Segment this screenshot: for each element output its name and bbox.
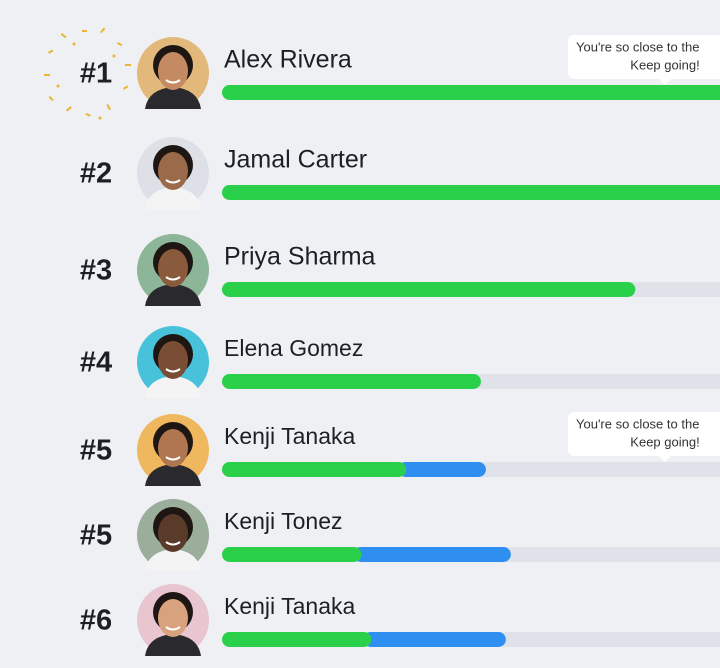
tooltip: You're so close to the Keep going! bbox=[568, 412, 720, 462]
shoulders bbox=[145, 87, 201, 109]
player-name: Kenji Tanaka bbox=[224, 423, 355, 449]
player-name: Kenji Tanaka bbox=[224, 593, 355, 619]
shoulders bbox=[145, 464, 201, 486]
progress-bar bbox=[222, 374, 481, 389]
avatar bbox=[137, 414, 209, 486]
avatar bbox=[137, 326, 209, 398]
avatar bbox=[137, 234, 209, 306]
avatar bbox=[137, 137, 209, 209]
tooltip-text: Keep going! bbox=[630, 57, 699, 72]
tooltip-text: Keep going! bbox=[630, 434, 699, 449]
tooltip-tail bbox=[658, 78, 672, 85]
shoulders bbox=[145, 634, 201, 656]
tooltip-box bbox=[568, 412, 720, 456]
avatar bbox=[137, 37, 209, 109]
shoulders bbox=[145, 549, 201, 571]
face bbox=[158, 599, 188, 637]
rank: #6 bbox=[80, 605, 112, 637]
face bbox=[158, 514, 188, 552]
rank: #4 bbox=[80, 347, 112, 379]
player-name: Jamal Carter bbox=[224, 146, 367, 174]
face bbox=[158, 341, 188, 379]
face bbox=[158, 152, 188, 190]
tooltip-tail bbox=[658, 455, 672, 462]
progress-bar bbox=[222, 185, 720, 200]
bonus-bar bbox=[353, 547, 511, 562]
smile bbox=[165, 368, 181, 373]
player-name: Alex Rivera bbox=[224, 46, 352, 74]
shoulders bbox=[145, 187, 201, 209]
progress-bar bbox=[222, 282, 636, 297]
smile bbox=[165, 456, 181, 461]
player-name: Priya Sharma bbox=[224, 243, 376, 271]
avatar bbox=[137, 499, 209, 571]
rank: #3 bbox=[80, 255, 112, 287]
bonus-bar bbox=[363, 632, 506, 647]
smile bbox=[165, 276, 181, 281]
tooltip: You're so close to the Keep going! bbox=[568, 35, 720, 85]
rank: #5 bbox=[80, 435, 112, 467]
player-name: Kenji Tonez bbox=[224, 508, 343, 534]
tooltip-text: You're so close to the bbox=[576, 416, 699, 431]
smile bbox=[165, 626, 181, 631]
shoulders bbox=[145, 376, 201, 398]
smile bbox=[165, 179, 181, 184]
tooltip-text: You're so close to the bbox=[576, 39, 699, 54]
rank: #1 bbox=[80, 58, 112, 90]
progress-bar bbox=[222, 85, 720, 100]
rank: #5 bbox=[80, 520, 112, 552]
smile bbox=[165, 541, 181, 546]
progress-bar bbox=[222, 632, 372, 647]
face bbox=[158, 249, 188, 287]
confetti bbox=[44, 27, 131, 120]
face bbox=[158, 429, 188, 467]
progress-bar bbox=[222, 462, 407, 477]
progress-bar bbox=[222, 547, 362, 562]
smile bbox=[165, 79, 181, 84]
tooltip-box bbox=[568, 35, 720, 79]
face bbox=[158, 52, 188, 90]
player-name: Elena Gomez bbox=[224, 335, 363, 361]
rank: #2 bbox=[80, 158, 112, 190]
bonus-bar bbox=[398, 462, 486, 477]
avatar bbox=[137, 584, 209, 656]
shoulders bbox=[145, 284, 201, 306]
